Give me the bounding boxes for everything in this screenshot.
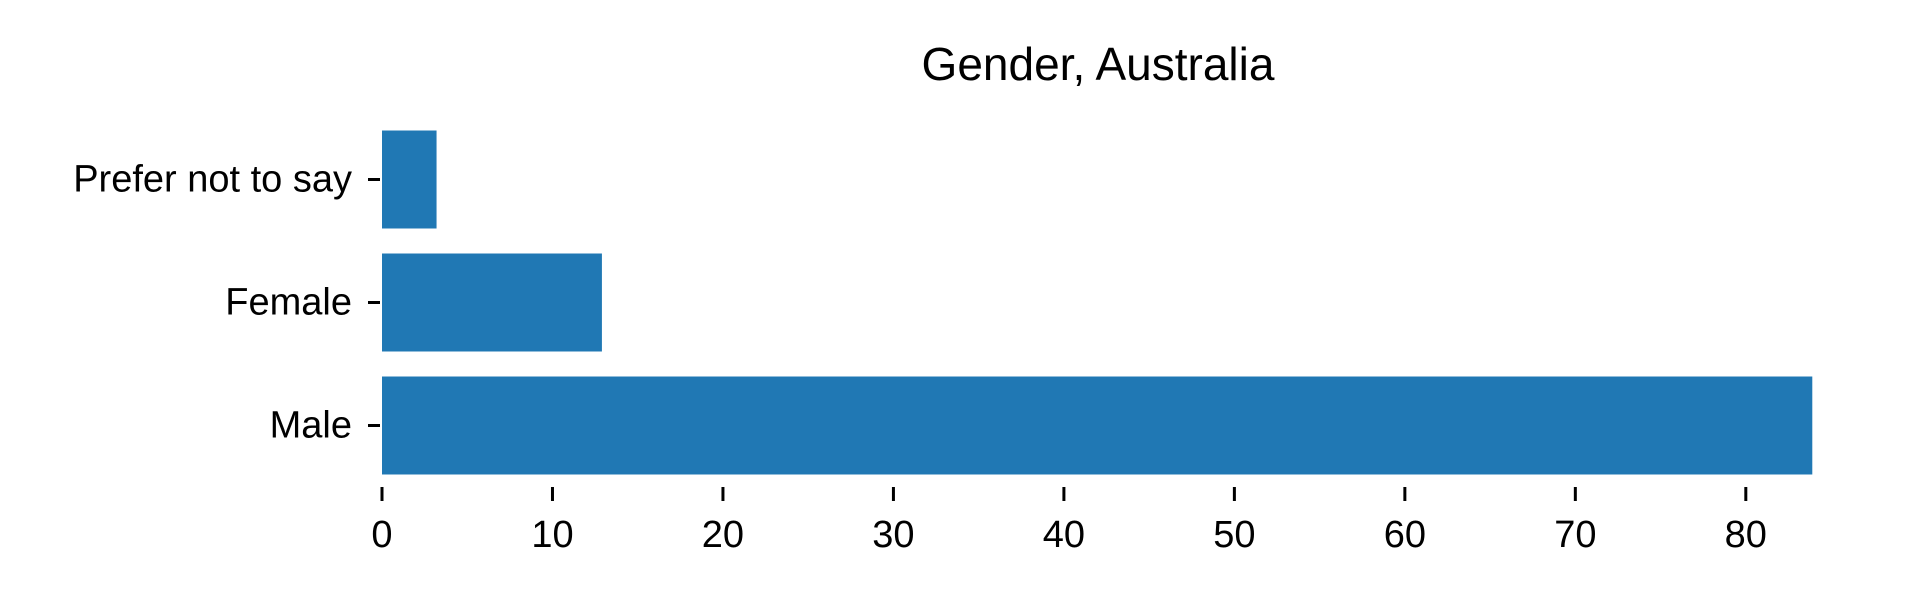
x-axis: 0 10 20 30 40 50 60 70 80 bbox=[371, 487, 1767, 556]
bar-prefer-not-to-say bbox=[382, 130, 437, 229]
bars-layer bbox=[382, 130, 1813, 475]
x-tick-label: 10 bbox=[531, 514, 573, 556]
x-tick-label: 80 bbox=[1725, 514, 1767, 556]
bar-female bbox=[382, 253, 602, 352]
chart-title: Gender, Australia bbox=[922, 38, 1275, 90]
y-tick-label: Prefer not to say bbox=[73, 159, 352, 201]
y-axis: Male Female Prefer not to say bbox=[73, 159, 380, 447]
y-tick-label: Female bbox=[225, 282, 352, 324]
bar-male bbox=[382, 376, 1813, 475]
y-tick-label: Male bbox=[270, 405, 352, 447]
x-tick-label: 30 bbox=[872, 514, 914, 556]
x-tick-label: 0 bbox=[371, 514, 392, 556]
x-tick-label: 60 bbox=[1384, 514, 1426, 556]
x-tick-label: 50 bbox=[1213, 514, 1255, 556]
x-tick-label: 20 bbox=[702, 514, 744, 556]
x-tick-label: 40 bbox=[1043, 514, 1085, 556]
x-tick-label: 70 bbox=[1554, 514, 1596, 556]
